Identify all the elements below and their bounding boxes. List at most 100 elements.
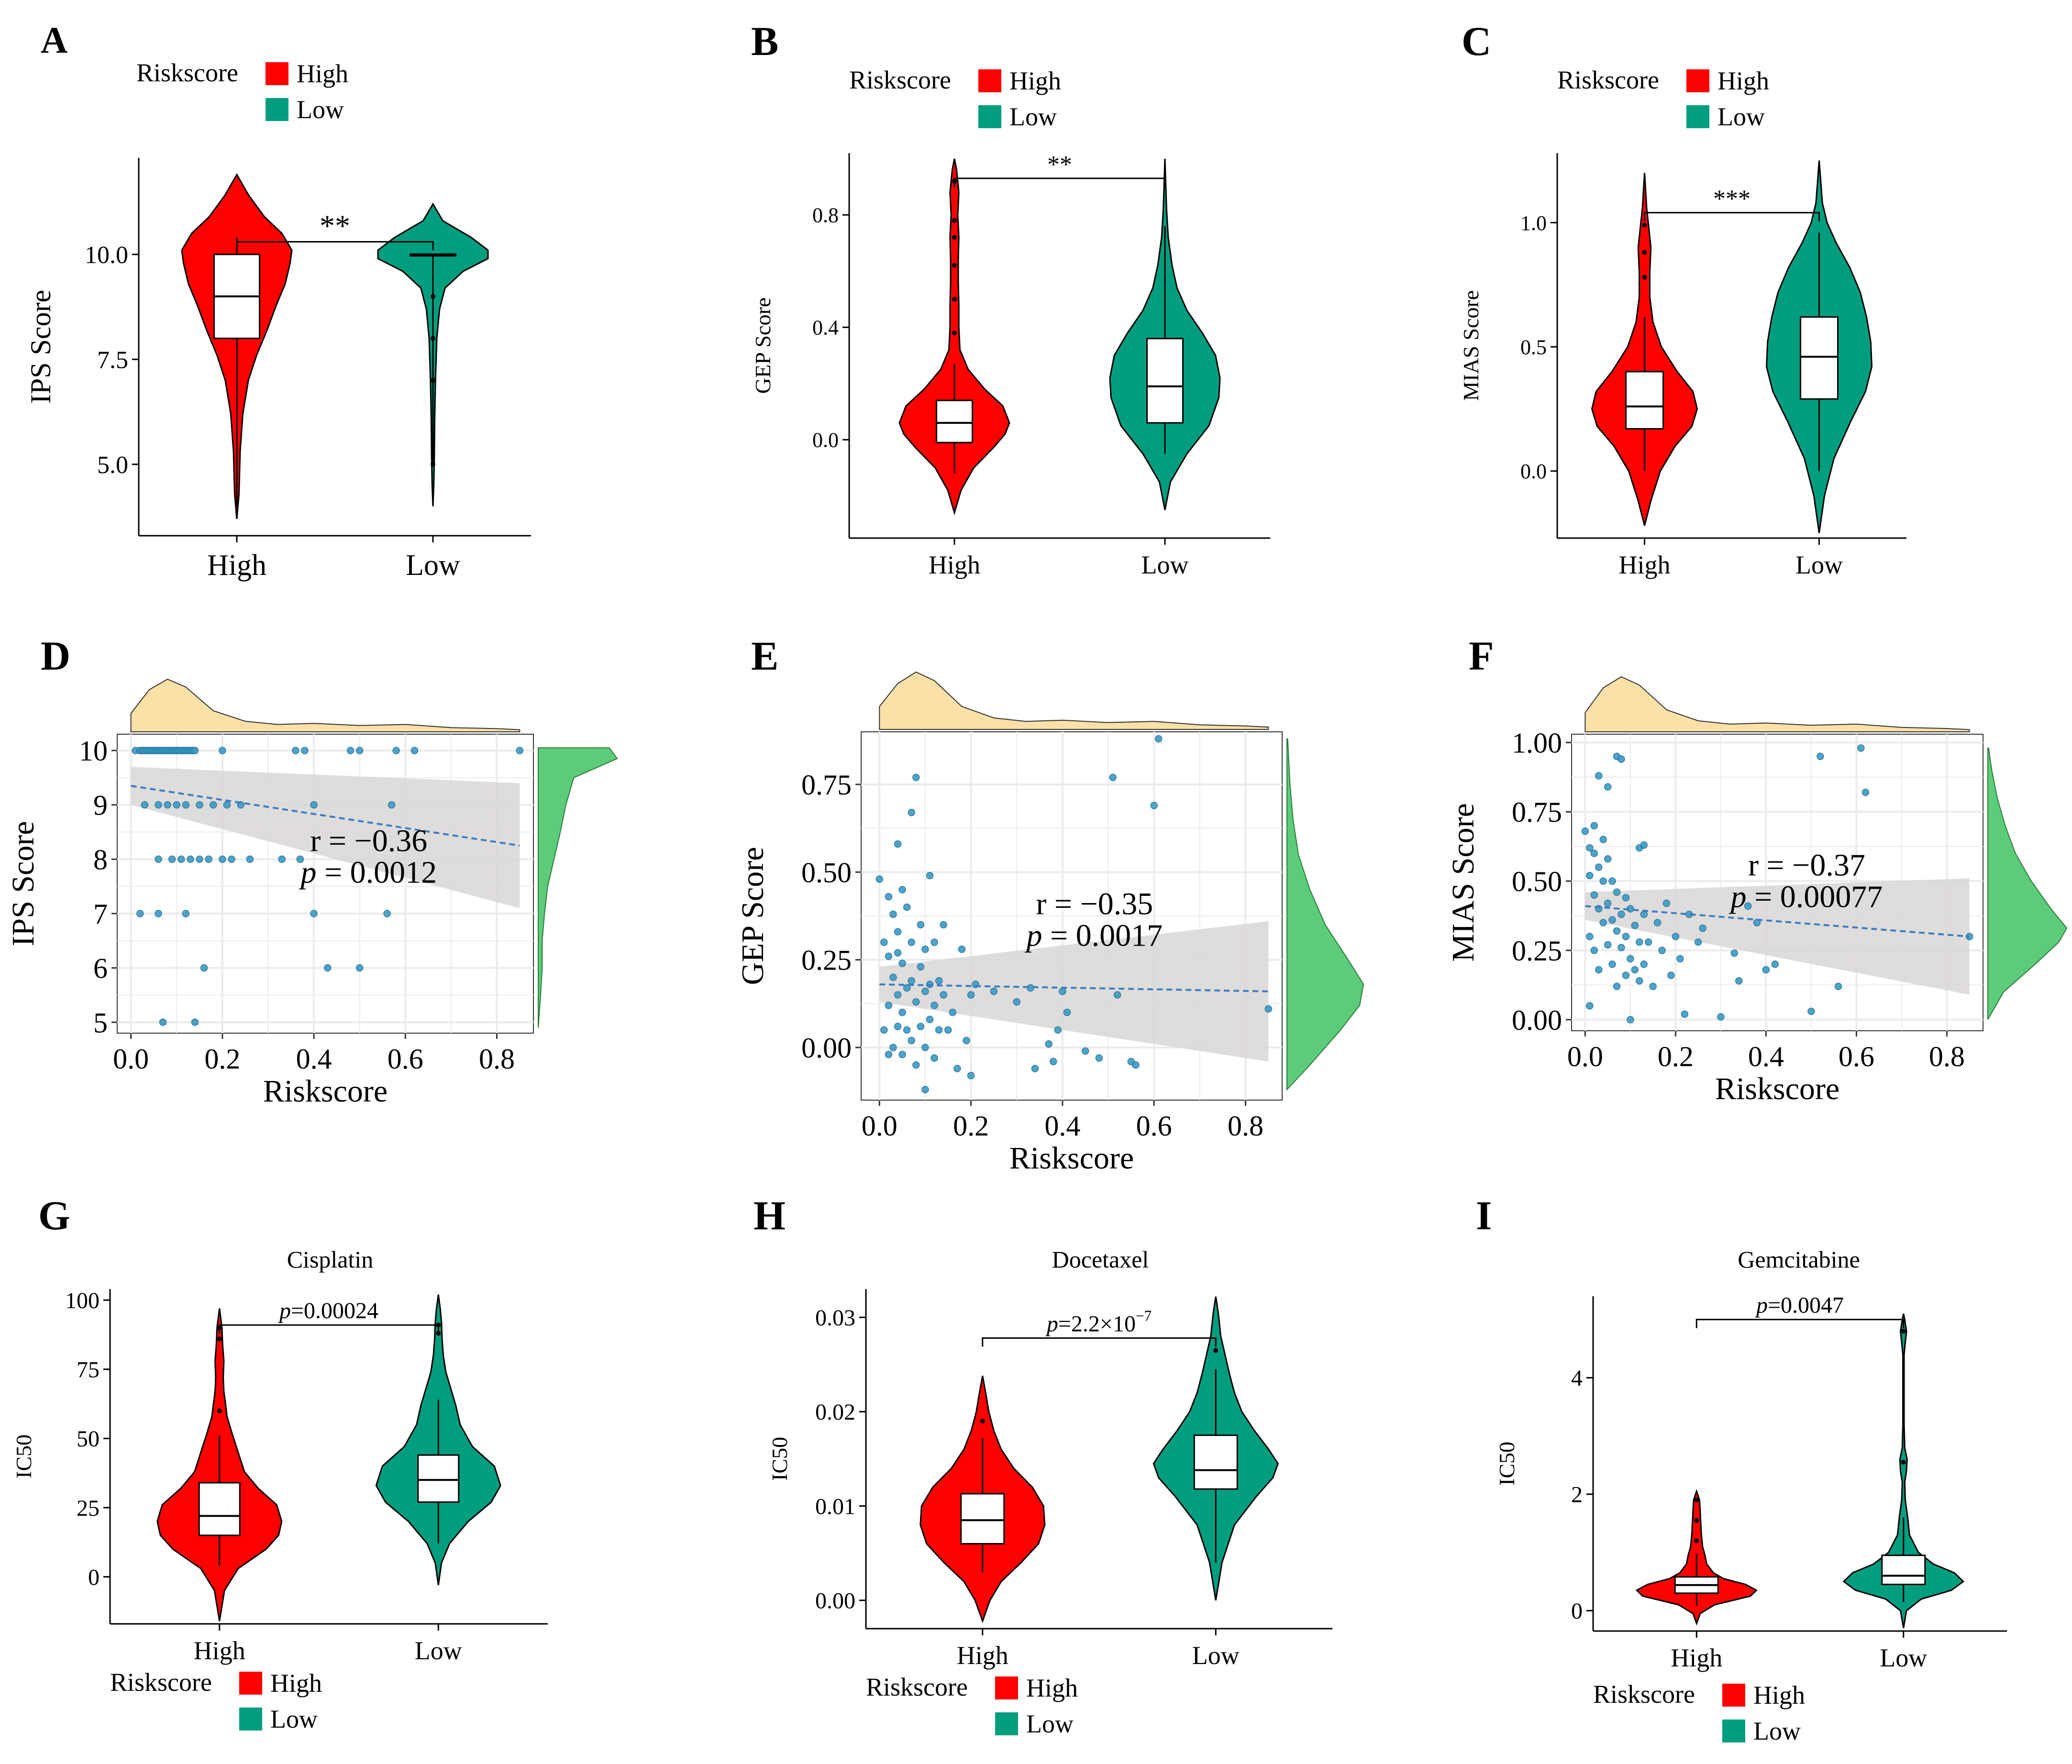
y-tick-label: 1.00 xyxy=(1512,727,1562,759)
y-tick-label: 0.00 xyxy=(1512,1004,1562,1036)
x-tick-label-high: High xyxy=(194,1636,245,1665)
legend-swatch-low xyxy=(978,105,1001,128)
scatter-point xyxy=(1264,1005,1273,1013)
scatter-point xyxy=(205,855,212,863)
p-symbol: p xyxy=(278,1298,291,1323)
violin-high xyxy=(898,158,1010,516)
box xyxy=(1193,1434,1238,1490)
legend: Riskscore High Low xyxy=(849,66,1061,131)
scatter-point xyxy=(187,855,194,863)
outlier-point xyxy=(952,218,957,223)
scatter-point xyxy=(1658,947,1666,954)
x-tick-label-high: High xyxy=(1619,551,1671,579)
scatter-point xyxy=(921,1044,929,1051)
scatter-point xyxy=(889,910,897,918)
scatter-point xyxy=(1649,982,1657,991)
y-tick-label: 6 xyxy=(93,953,108,984)
scatter-point xyxy=(1735,977,1743,985)
significance-bracket: ** xyxy=(236,209,434,251)
y-tick-label: 5.0 xyxy=(97,452,128,479)
scatter-point xyxy=(894,949,902,957)
x-marginal-density xyxy=(130,678,521,732)
scatter-point xyxy=(912,998,920,1006)
scatter-point xyxy=(898,886,906,893)
scatter-point xyxy=(908,977,915,985)
scatter-point xyxy=(926,871,934,880)
scatter-point xyxy=(164,801,171,809)
scatter-point xyxy=(1595,966,1603,974)
scatter-point xyxy=(1095,1054,1103,1062)
p-symbol: p xyxy=(1045,1312,1058,1337)
scatter-point xyxy=(141,801,149,809)
scatter-point xyxy=(894,991,902,999)
scatter-point xyxy=(990,987,998,995)
scatter-point xyxy=(898,1008,906,1016)
y-tick-label: 0.4 xyxy=(812,316,839,340)
legend-title: Riskscore xyxy=(1557,66,1659,94)
significance-bracket: p=0.00024 xyxy=(219,1298,439,1334)
outlier-point xyxy=(1694,1518,1699,1523)
scatter-point xyxy=(1699,924,1706,932)
panel-label: C xyxy=(1462,18,1491,64)
p-value: =2.2×10 xyxy=(1058,1312,1136,1337)
violin-low xyxy=(1152,1296,1279,1601)
scatter-point xyxy=(1667,971,1675,979)
scatter-point xyxy=(875,875,884,883)
box xyxy=(1800,316,1839,400)
panel-label: E xyxy=(751,633,778,679)
scatter-point xyxy=(1049,1058,1057,1066)
outlier-point xyxy=(1901,1459,1906,1465)
scatter-point xyxy=(1613,982,1621,991)
scatter-point xyxy=(1109,773,1117,782)
scatter-point xyxy=(889,973,897,981)
scatter-point xyxy=(1834,982,1842,991)
scatter-point xyxy=(1807,1007,1815,1015)
x-tick-label: 0.0 xyxy=(862,1110,897,1142)
scatter-point xyxy=(1857,744,1865,752)
confidence-band xyxy=(1585,878,1970,995)
scatter-point xyxy=(191,747,199,754)
violin-high xyxy=(1591,173,1698,526)
legend-title: Riskscore xyxy=(849,66,951,94)
scatter-point xyxy=(1730,949,1738,957)
scatter-point xyxy=(903,1026,911,1034)
scatter-point xyxy=(921,945,929,953)
correlation-r: r = −0.36 xyxy=(310,823,427,858)
box xyxy=(417,1454,460,1503)
outlier-point xyxy=(1642,222,1647,228)
scatter-point xyxy=(388,801,396,809)
significance-label: p=0.0047 xyxy=(1755,1293,1844,1318)
x-tick-label: 0.0 xyxy=(113,1043,149,1075)
x-tick-label-high: High xyxy=(1671,1643,1722,1672)
scatter-point xyxy=(1672,933,1680,940)
y-tick-label: 0 xyxy=(88,1565,100,1590)
outlier-point xyxy=(1213,1348,1219,1353)
scatter-point xyxy=(1644,938,1652,946)
scatter-point xyxy=(324,964,332,972)
significance-label: ** xyxy=(1047,151,1072,178)
chart-D: D 0.0 0.2 0.4 0.6 0.8 5 6 7 8 9 10 Riskscore IPS Scor… xyxy=(6,633,618,1109)
scatter-point xyxy=(1676,955,1684,963)
panel-label: I xyxy=(1476,1192,1492,1238)
legend-label-high: High xyxy=(270,1669,322,1698)
legend-swatch-high xyxy=(239,1672,262,1695)
scatter-point xyxy=(885,952,893,960)
legend-swatch-high xyxy=(266,62,288,85)
y-tick-label: 10.0 xyxy=(85,242,128,269)
grid xyxy=(1572,734,1983,1031)
y-tick-label: 0.50 xyxy=(1512,866,1562,897)
confidence-band xyxy=(879,921,1269,1062)
y-tick-label: 0.25 xyxy=(1512,935,1562,967)
x-tick-label-low: Low xyxy=(1192,1641,1240,1670)
p-value: = 0.0017 xyxy=(1042,918,1163,953)
scatter-point xyxy=(1622,894,1630,902)
scatter-point xyxy=(155,801,162,809)
x-tick-label: 0.0 xyxy=(1567,1041,1603,1072)
significance-label: *** xyxy=(1713,186,1751,213)
scatter-point xyxy=(1081,1047,1089,1055)
box xyxy=(1625,371,1664,430)
violin-high xyxy=(181,173,293,519)
x-tick-label-low: Low xyxy=(1141,551,1189,579)
chart-E: E 0.0 0.2 0.4 0.6 0.8 0.00 0.25 0.50 0.75 Riskscor… xyxy=(735,633,1364,1176)
scatter-point xyxy=(1640,910,1648,918)
